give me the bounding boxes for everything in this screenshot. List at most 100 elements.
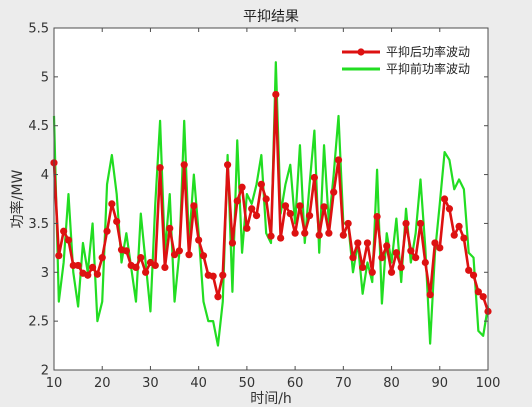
data-point-after-smoothing: [108, 200, 116, 208]
data-point-after-smoothing: [228, 239, 237, 247]
data-point-after-smoothing: [156, 164, 164, 172]
data-point-after-smoothing: [180, 161, 188, 169]
data-point-after-smoothing: [209, 272, 217, 280]
data-point-after-smoothing: [98, 254, 106, 262]
data-point-after-smoothing: [175, 247, 183, 255]
data-point-after-smoothing: [363, 239, 372, 247]
data-point-after-smoothing: [469, 271, 478, 279]
data-point-after-smoothing: [291, 229, 299, 237]
data-point-after-smoothing: [402, 219, 410, 228]
data-point-after-smoothing: [195, 236, 203, 244]
data-point-after-smoothing: [445, 205, 454, 213]
data-point-after-smoothing: [190, 202, 198, 210]
data-point-after-smoothing: [296, 202, 304, 210]
data-point-after-smoothing: [219, 271, 227, 279]
data-point-after-smoothing: [103, 227, 111, 235]
data-point-after-smoothing: [421, 258, 429, 267]
x-tick-label: 20: [94, 376, 111, 391]
y-axis-title: 功率/MW: [9, 170, 26, 229]
data-point-after-smoothing: [373, 212, 381, 221]
legend-label-after: 平抑后功率波动: [386, 44, 470, 59]
legend-label-before: 平抑前功率波动: [386, 61, 470, 76]
data-point-after-smoothing: [479, 293, 487, 301]
legend-marker-after: [357, 48, 365, 56]
data-point-after-smoothing: [465, 266, 473, 274]
x-tick-label: 100: [476, 376, 501, 391]
data-point-after-smoothing: [359, 263, 367, 271]
series-before-smoothing-group: [52, 61, 490, 347]
data-point-after-smoothing: [88, 263, 97, 271]
x-tick-label: 10: [46, 376, 63, 391]
data-point-after-smoothing: [354, 239, 362, 247]
y-tick-label: 5: [41, 70, 49, 85]
data-point-after-smoothing: [267, 232, 275, 240]
data-point-after-smoothing: [431, 239, 439, 247]
x-tick-label: 80: [383, 376, 400, 391]
y-tick-label: 2.5: [28, 315, 49, 330]
data-point-after-smoothing: [474, 288, 482, 296]
data-point-after-smoothing: [407, 247, 415, 255]
data-point-after-smoothing: [330, 188, 338, 196]
chart-title: 平抑结果: [243, 9, 299, 25]
data-point-after-smoothing: [368, 268, 376, 276]
series-line-before-smoothing: [52, 61, 490, 347]
data-point-after-smoothing: [224, 161, 232, 169]
y-tick-label: 4: [41, 168, 49, 183]
data-point-after-smoothing: [436, 244, 444, 252]
x-tick-label: 60: [287, 376, 304, 391]
data-point-after-smoothing: [185, 251, 193, 259]
data-point-after-smoothing: [170, 251, 179, 259]
data-point-after-smoothing: [214, 293, 222, 301]
data-point-after-smoothing: [166, 224, 174, 232]
data-point-after-smoothing: [305, 212, 314, 220]
data-point-after-smoothing: [64, 236, 73, 244]
y-tick-label: 4.5: [28, 119, 49, 134]
data-point-after-smoothing: [392, 249, 400, 257]
data-point-after-smoothing: [344, 219, 352, 228]
data-point-after-smoothing: [243, 224, 251, 232]
data-point-after-smoothing: [60, 227, 68, 235]
data-point-after-smoothing: [74, 261, 82, 270]
x-tick-label: 40: [190, 376, 207, 391]
data-point-after-smoothing: [84, 271, 92, 279]
data-point-after-smoothing: [397, 263, 405, 271]
data-point-after-smoothing: [238, 183, 246, 191]
data-point-after-smoothing: [93, 270, 101, 278]
data-point-after-smoothing: [161, 263, 169, 271]
data-point-after-smoothing: [426, 291, 434, 299]
data-point-after-smoothing: [383, 242, 391, 250]
y-tick-label: 5.5: [28, 22, 49, 37]
x-tick-label: 90: [432, 376, 449, 391]
data-point-after-smoothing: [277, 234, 285, 242]
data-point-after-smoothing: [301, 229, 309, 237]
data-point-after-smoothing: [122, 247, 130, 255]
data-point-after-smoothing: [248, 205, 256, 213]
data-point-after-smoothing: [132, 263, 140, 271]
data-point-after-smoothing: [339, 231, 347, 239]
data-point-after-smoothing: [320, 203, 328, 211]
y-tick-label: 2: [41, 364, 49, 379]
data-point-after-smoothing: [286, 210, 294, 218]
data-point-after-smoothing: [310, 173, 318, 182]
x-tick-label: 30: [142, 376, 159, 391]
y-axis: 2 2.5 3 3.5 4 4.5 5 5.5: [28, 22, 488, 379]
data-point-after-smoothing: [450, 231, 458, 239]
data-point-after-smoothing: [199, 252, 208, 260]
data-point-after-smoothing: [233, 197, 241, 205]
legend: 平抑后功率波动 平抑前功率波动: [334, 40, 478, 82]
data-point-after-smoothing: [412, 254, 420, 262]
data-point-after-smoothing: [151, 261, 159, 270]
data-point-after-smoothing: [378, 254, 386, 262]
data-point-after-smoothing: [441, 195, 449, 203]
data-point-after-smoothing: [334, 156, 343, 164]
data-point-after-smoothing: [137, 254, 145, 262]
data-point-after-smoothing: [55, 252, 63, 260]
y-tick-label: 3: [41, 266, 49, 281]
data-point-after-smoothing: [315, 231, 323, 239]
data-point-after-smoothing: [325, 229, 333, 237]
x-tick-label: 70: [335, 376, 352, 391]
data-point-after-smoothing: [349, 254, 357, 262]
legend-box: [334, 40, 478, 82]
data-point-after-smoothing: [113, 217, 121, 226]
